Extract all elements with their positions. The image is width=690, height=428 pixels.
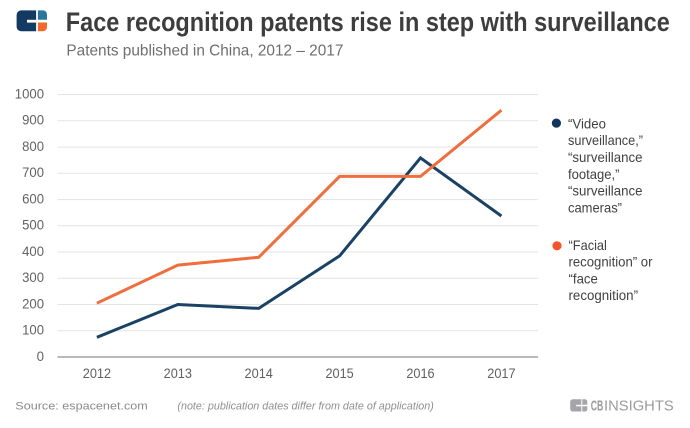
svg-text:500: 500 xyxy=(22,218,44,233)
svg-text:“Facial: “Facial xyxy=(569,238,607,253)
svg-text:600: 600 xyxy=(22,192,44,207)
svg-text:2015: 2015 xyxy=(325,365,353,381)
svg-text:400: 400 xyxy=(22,244,44,259)
svg-text:(note: publication dates diffe: (note: publication dates differ from dat… xyxy=(177,400,434,412)
svg-text:100: 100 xyxy=(22,323,44,338)
svg-text:Patents published in China, 20: Patents published in China, 2012 – 2017 xyxy=(66,43,343,60)
svg-text:CB: CB xyxy=(591,399,604,415)
svg-text:cameras”: cameras” xyxy=(568,200,622,215)
svg-text:footage,”: footage,” xyxy=(568,167,620,182)
svg-text:700: 700 xyxy=(22,165,44,180)
svg-text:“surveillance: “surveillance xyxy=(568,150,643,165)
svg-text:2012: 2012 xyxy=(83,365,111,381)
svg-text:2014: 2014 xyxy=(245,365,273,381)
svg-text:2017: 2017 xyxy=(487,365,515,381)
svg-text:0: 0 xyxy=(37,349,44,364)
svg-text:“Video: “Video xyxy=(568,116,606,131)
svg-text:2013: 2013 xyxy=(164,365,192,381)
svg-text:2016: 2016 xyxy=(406,365,434,381)
svg-text:INSIGHTS: INSIGHTS xyxy=(604,399,674,415)
svg-text:“surveillance: “surveillance xyxy=(568,184,643,199)
svg-text:1000: 1000 xyxy=(15,87,44,102)
svg-text:“face: “face xyxy=(569,271,598,286)
svg-text:300: 300 xyxy=(22,270,44,285)
svg-text:recognition” or: recognition” or xyxy=(569,255,653,270)
svg-text:Face recognition patents rise: Face recognition patents rise in step wi… xyxy=(66,7,670,37)
svg-text:surveillance,”: surveillance,” xyxy=(568,133,643,148)
svg-text:800: 800 xyxy=(22,139,44,154)
svg-text:200: 200 xyxy=(22,296,44,311)
svg-text:recognition”: recognition” xyxy=(569,288,639,303)
svg-text:900: 900 xyxy=(22,113,44,128)
svg-text:Source: espacenet.com: Source: espacenet.com xyxy=(15,400,148,412)
